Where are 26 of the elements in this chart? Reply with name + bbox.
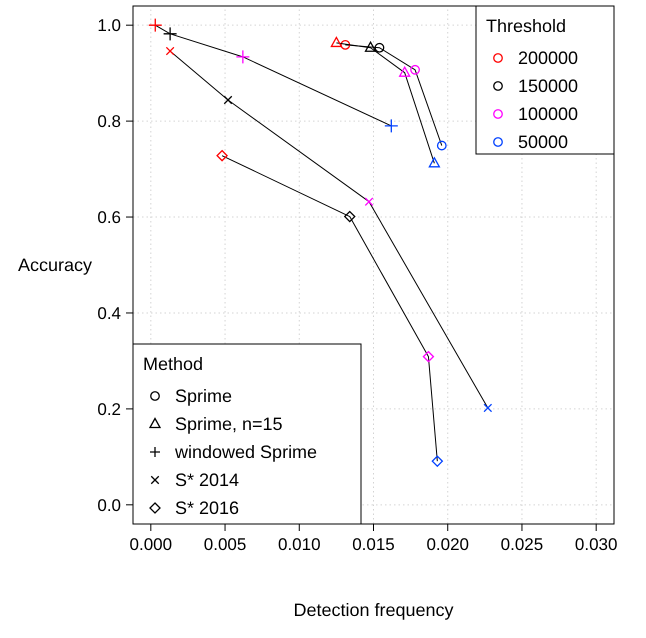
y-tick-label: 0.0 — [97, 496, 121, 515]
legend-label: 150000 — [518, 76, 578, 96]
y-tick-label: 0.4 — [97, 304, 121, 323]
y-tick-label: 1.0 — [97, 16, 121, 36]
x-tick-label: 0.025 — [500, 535, 544, 554]
annotation: Threshold — [486, 16, 566, 36]
x-tick-label: 0.020 — [426, 535, 469, 554]
x-tick-label: 0.005 — [204, 535, 246, 554]
x-tick-label: 0.015 — [352, 535, 395, 554]
x-tick-label: 0.000 — [130, 535, 172, 554]
legend-label: windowed Sprime — [174, 442, 318, 462]
y-axis-title: Accuracy — [18, 255, 92, 275]
x-tick-label: 0.030 — [574, 535, 618, 554]
legend-label: Sprime, n=15 — [175, 414, 283, 434]
legend-label: 50000 — [518, 132, 568, 152]
legend-title: Method — [143, 354, 204, 374]
x-axis-title: Detection frequency — [293, 600, 454, 620]
y-tick-label: 0.6 — [97, 208, 121, 228]
legend-label: Sprime — [175, 386, 232, 406]
legend-label: 200000 — [518, 48, 578, 68]
y-tick-label: 0.2 — [97, 400, 121, 419]
legend-label: S* 2016 — [175, 498, 240, 518]
x-tick-label: 0.010 — [278, 535, 321, 554]
legend-label: S* 2014 — [175, 470, 240, 490]
legend-label: 100000 — [518, 104, 578, 124]
y-tick-label: 0.8 — [97, 112, 121, 132]
